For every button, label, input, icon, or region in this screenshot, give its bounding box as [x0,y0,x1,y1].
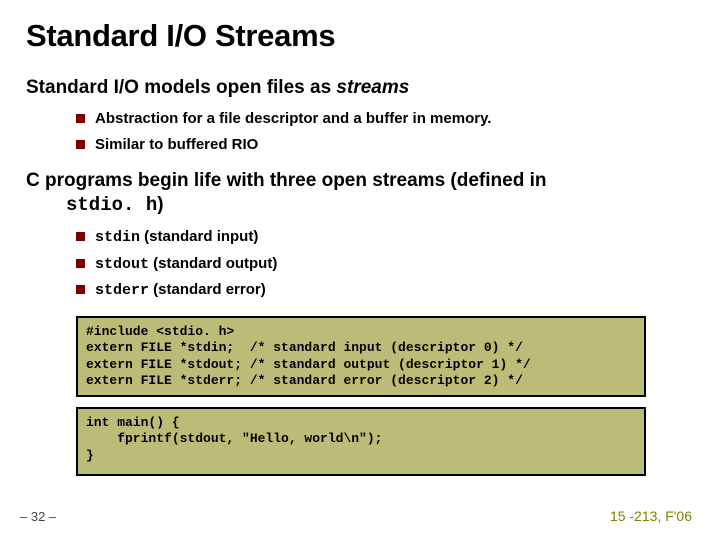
heading-stdio: C programs begin life with three open st… [26,169,694,218]
list-item: stdin (standard input) [76,226,694,249]
heading-streams-em: streams [336,77,409,98]
heading-stdio-suffix: ) [157,194,163,215]
bullet-text: Abstraction for a file descriptor and a … [95,108,491,130]
bullet-label: (standard error) [149,281,266,298]
heading-stdio-code: stdio. h [66,194,157,216]
bullet-list-stdio: stdin (standard input) stdout (standard … [26,226,694,302]
list-item: stderr (standard error) [76,279,694,302]
heading-streams: Standard I/O models open files as stream… [26,76,694,100]
slide: Standard I/O Streams Standard I/O models… [0,0,720,540]
bullet-label: (standard input) [140,228,258,245]
heading-streams-text: Standard I/O models open files as [26,77,336,98]
bullet-square-icon [76,232,85,241]
page-title: Standard I/O Streams [26,18,694,54]
code-block-main: int main() { fprintf(stdout, "Hello, wor… [76,407,646,476]
bullet-text: stdout (standard output) [95,253,277,276]
heading-stdio-prefix: C programs begin life with three open st… [26,170,546,191]
bullet-code: stderr [95,282,149,299]
bullet-label: (standard output) [149,255,277,272]
list-item: Similar to buffered RIO [76,134,694,156]
bullet-text: stdin (standard input) [95,226,258,249]
list-item: stdout (standard output) [76,253,694,276]
bullet-square-icon [76,285,85,294]
code-block-declarations: #include <stdio. h> extern FILE *stdin; … [76,316,646,397]
bullet-text: stderr (standard error) [95,279,266,302]
bullet-code: stdout [95,256,149,273]
slide-number: – 32 – [20,509,56,524]
bullet-square-icon [76,140,85,149]
bullet-square-icon [76,259,85,268]
list-item: Abstraction for a file descriptor and a … [76,108,694,130]
bullet-list-streams: Abstraction for a file descriptor and a … [26,108,694,156]
bullet-square-icon [76,114,85,123]
bullet-code: stdin [95,229,140,246]
bullet-text: Similar to buffered RIO [95,134,258,156]
course-label: 15 -213, F'06 [610,508,692,524]
